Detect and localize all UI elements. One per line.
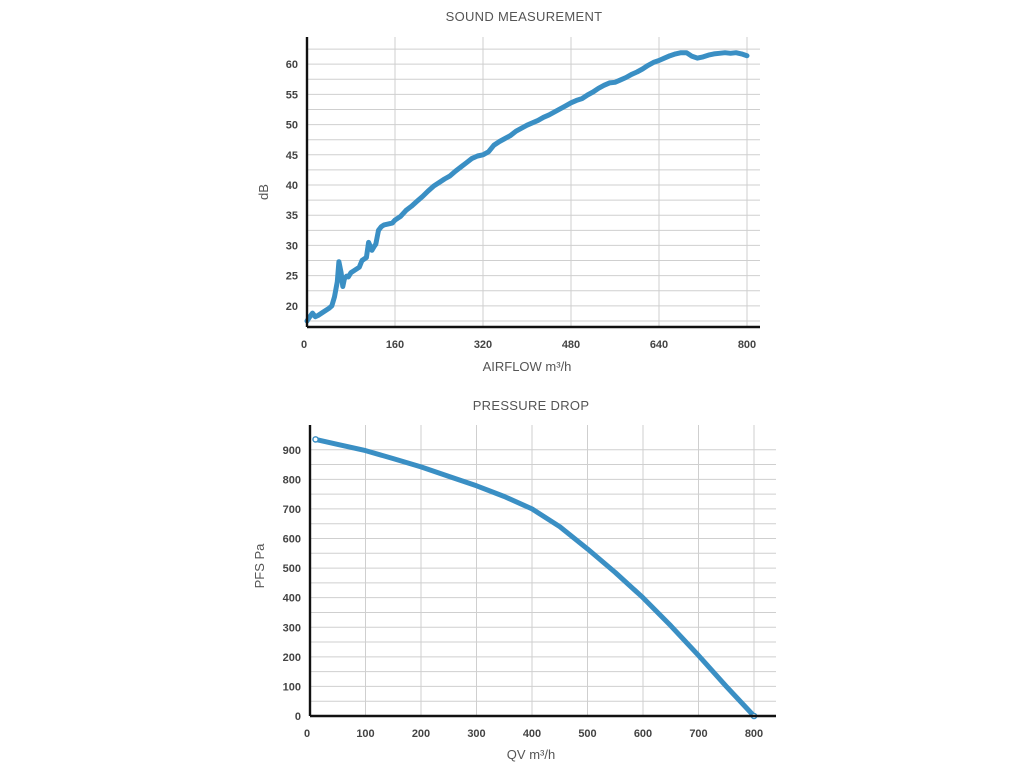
sound-chart-axes [305, 37, 760, 329]
sound-x-tick-label: 160 [386, 339, 404, 351]
sound-chart-x-axis-title: AIRFLOW m³/h [483, 359, 572, 374]
pressure-x-tick-label: 700 [689, 728, 707, 740]
pressure-y-tick-label: 900 [283, 445, 301, 457]
pressure-start-point [312, 436, 319, 443]
sound-y-tick-label: 20 [286, 301, 298, 313]
sound-chart: SOUND MEASUREMENT AIRFLOW m³/h dB 0 160 32… [256, 9, 760, 374]
sound-y-tick-label: 40 [286, 180, 298, 192]
pressure-x-tick-label: 200 [412, 728, 430, 740]
sound-y-tick-label: 45 [286, 150, 298, 162]
sound-y-tick-label: 55 [286, 89, 298, 101]
pressure-chart-x-ticks: 0 100 200 300 400 500 600 700 800 [304, 728, 763, 740]
pressure-y-tick-label: 100 [283, 681, 301, 693]
pressure-chart-y-ticks: 0 100 200 300 400 500 600 700 800 900 [283, 445, 301, 723]
pressure-chart: PRESSURE DROP QV m³/h PFS Pa 0 100 200 300 4… [252, 398, 776, 762]
pressure-x-tick-label: 400 [523, 728, 541, 740]
pressure-x-tick-label: 500 [578, 728, 596, 740]
pressure-y-tick-label: 600 [283, 534, 301, 546]
sound-x-tick-label: 320 [474, 339, 492, 351]
pressure-y-tick-label: 200 [283, 652, 301, 664]
sound-x-tick-label: 640 [650, 339, 668, 351]
sound-y-tick-label: 60 [286, 59, 298, 71]
sound-chart-y-ticks: 20 25 30 35 40 45 50 55 60 [286, 59, 298, 313]
pressure-y-tick-label: 800 [283, 474, 301, 486]
pressure-x-tick-label: 0 [304, 728, 310, 740]
sound-chart-grid [306, 37, 760, 327]
sound-chart-series [304, 50, 750, 324]
pressure-y-tick-label: 0 [295, 711, 301, 723]
pressure-y-tick-label: 700 [283, 504, 301, 516]
pressure-x-tick-label: 800 [745, 728, 763, 740]
sound-y-tick-label: 50 [286, 120, 298, 132]
pressure-series-line [313, 436, 757, 719]
sound-chart-y-axis-title: dB [256, 184, 271, 200]
sound-x-tick-label: 0 [301, 339, 307, 351]
sound-y-tick-label: 30 [286, 240, 298, 252]
sound-x-tick-label: 480 [562, 339, 580, 351]
pressure-x-tick-label: 600 [634, 728, 652, 740]
pressure-y-tick-label: 400 [283, 593, 301, 605]
sound-y-tick-label: 25 [286, 271, 298, 283]
pressure-chart-title: PRESSURE DROP [473, 398, 590, 413]
pressure-x-tick-label: 300 [467, 728, 485, 740]
sound-series-line [304, 50, 750, 324]
pressure-chart-grid [309, 425, 776, 717]
sound-x-tick-label: 800 [738, 339, 756, 351]
pressure-chart-axes [308, 425, 776, 718]
sound-chart-title: SOUND MEASUREMENT [446, 9, 603, 24]
pressure-y-tick-label: 300 [283, 622, 301, 634]
sound-y-tick-label: 35 [286, 210, 298, 222]
pressure-y-tick-label: 500 [283, 563, 301, 575]
pressure-x-tick-label: 100 [356, 728, 374, 740]
sound-chart-x-ticks: 0 160 320 480 640 800 [301, 339, 756, 351]
pressure-chart-y-axis-title: PFS Pa [252, 543, 267, 589]
pressure-chart-x-axis-title: QV m³/h [507, 747, 555, 762]
